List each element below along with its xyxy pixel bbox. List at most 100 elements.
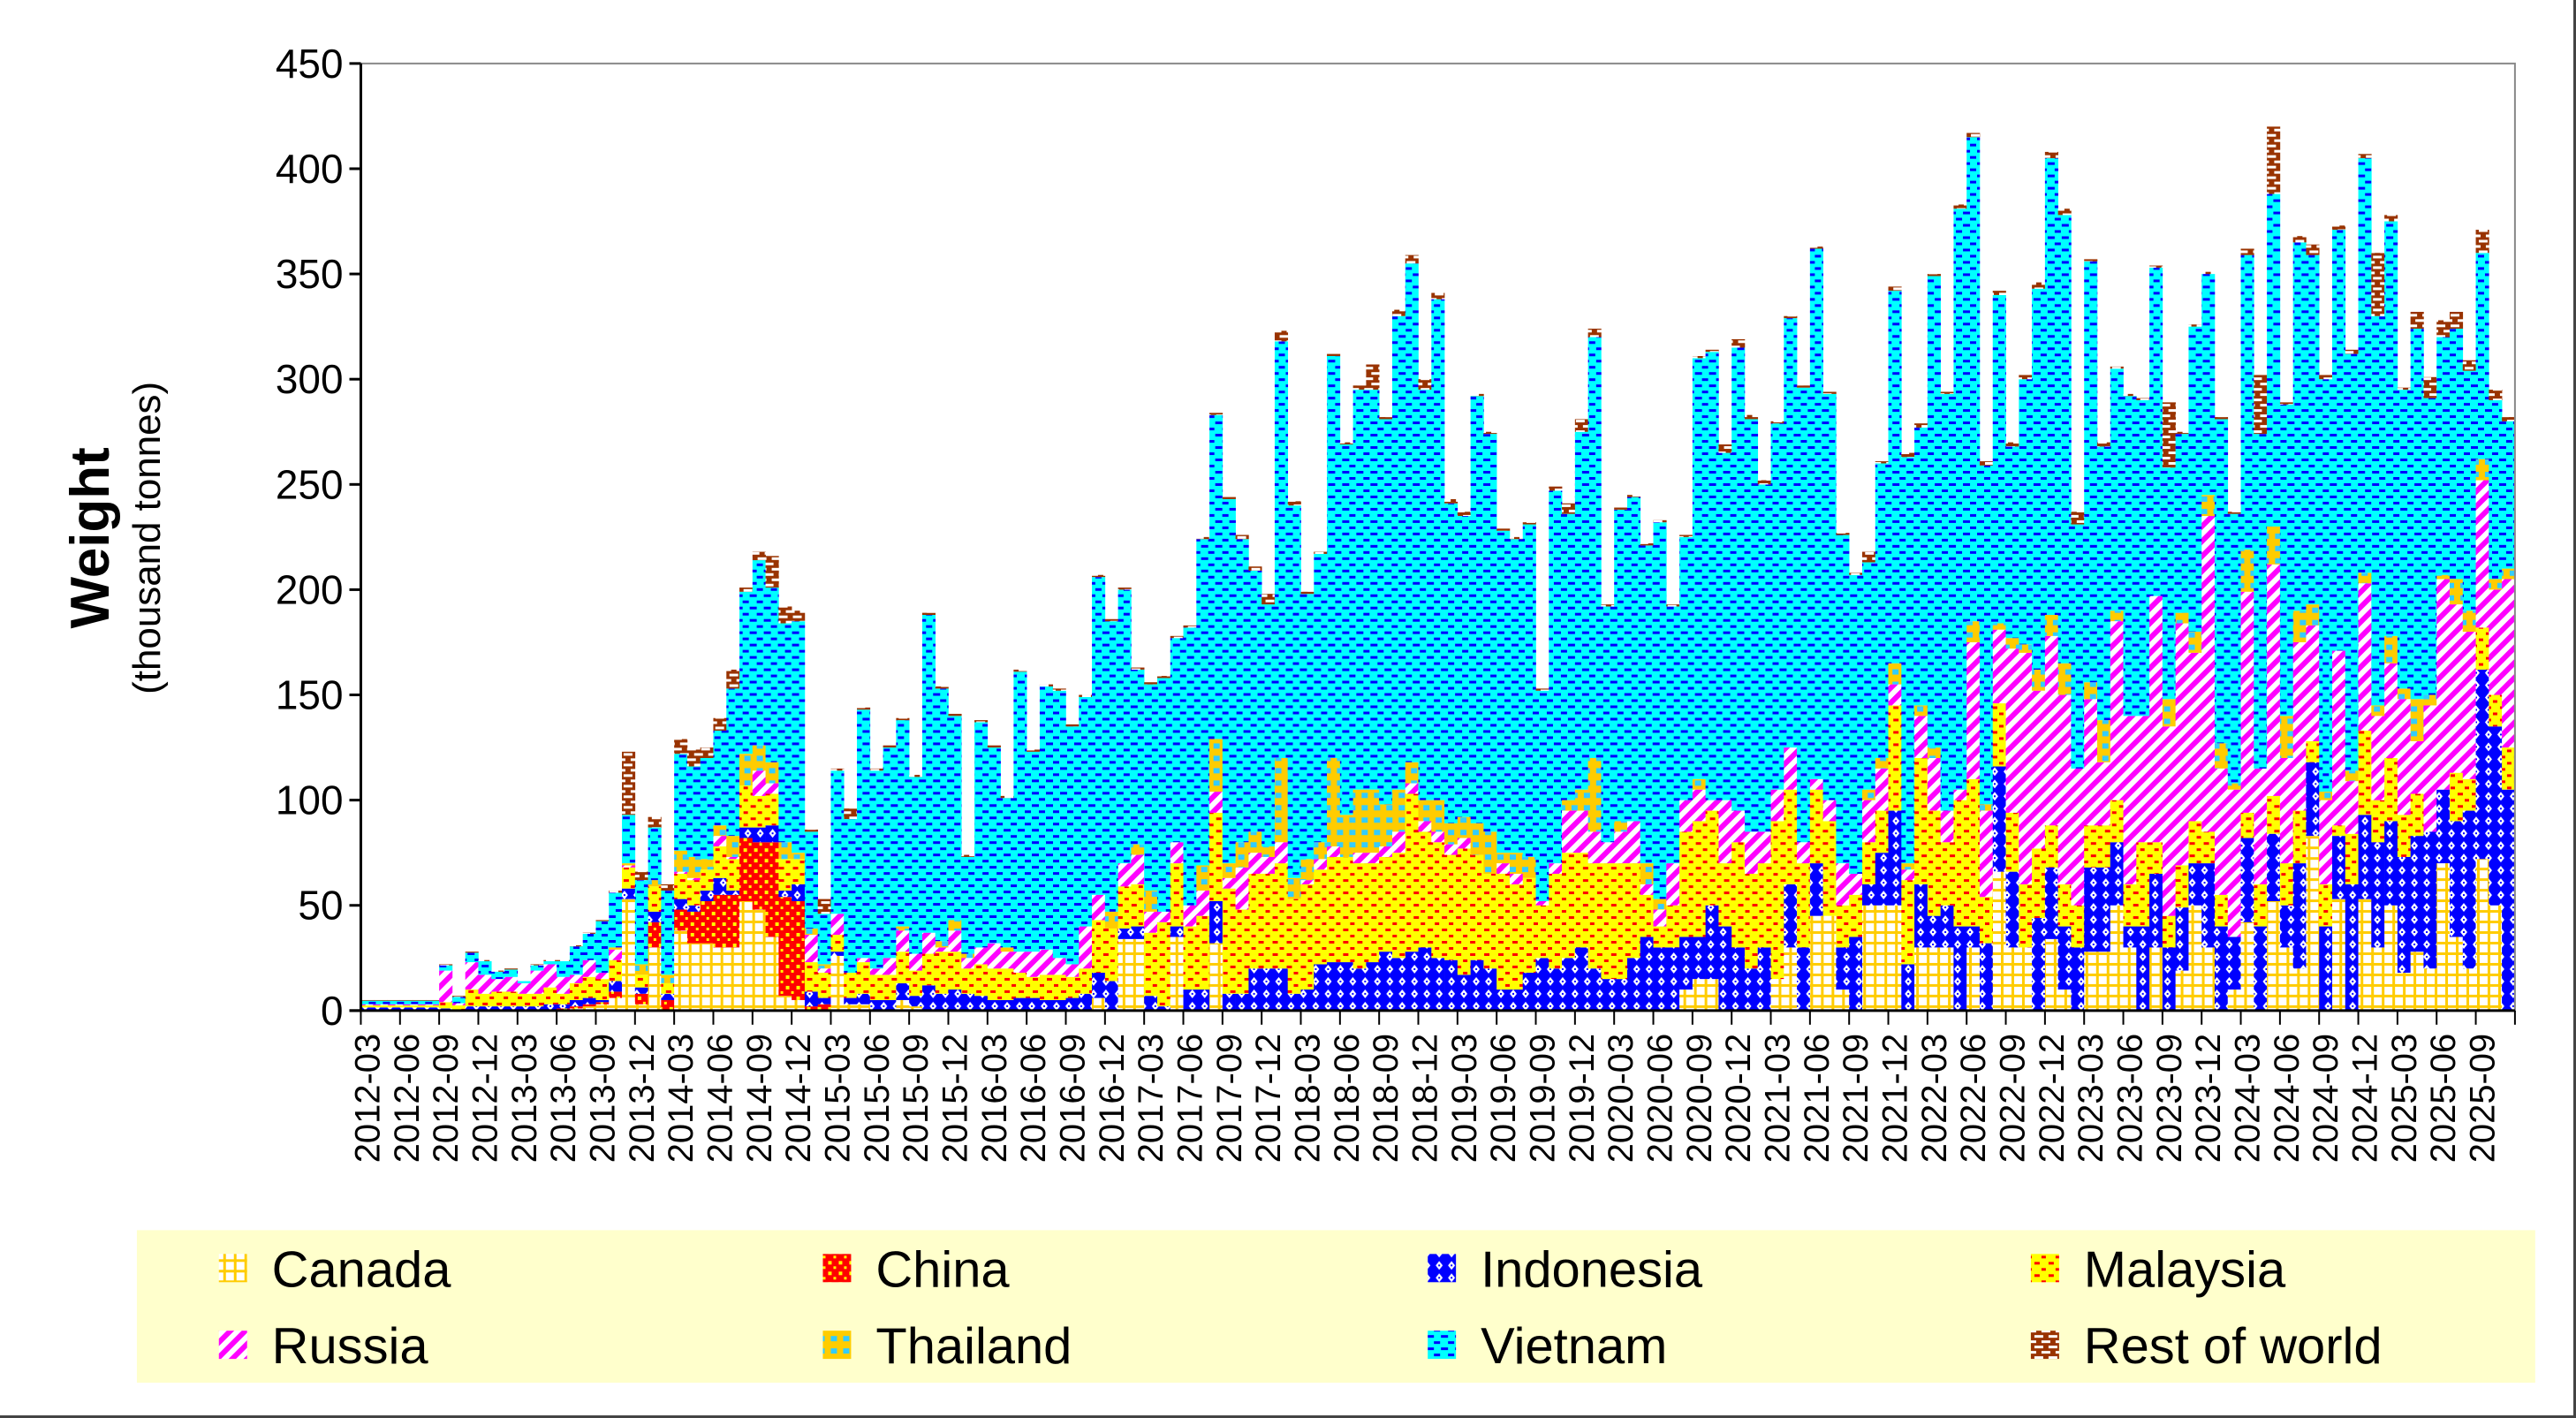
bar-malaysia-2018-02 <box>1287 899 1301 994</box>
bar-canada-2021-12 <box>1888 905 1902 1011</box>
bar-rest-of-world-2023-09 <box>2162 402 2176 468</box>
bar-malaysia-2012-03 <box>360 1005 375 1008</box>
bar-canada-2022-10 <box>2019 947 2033 1011</box>
bar-canada-2020-08 <box>1679 990 1693 1011</box>
bar-thailand-2017-09 <box>1222 863 1236 878</box>
bar-canada-2014-03 <box>674 930 688 1011</box>
bar-rest-of-world-2022-03 <box>1927 274 1941 277</box>
bar-vietnam-2015-01 <box>804 831 819 929</box>
bar-russia-2015-09 <box>909 953 923 971</box>
bar-russia-2016-11 <box>1092 894 1106 921</box>
bar-russia-2020-05 <box>1640 883 1654 895</box>
y-tick-label: 400 <box>276 146 344 192</box>
bar-malaysia-2019-09 <box>1535 905 1549 959</box>
bar-thailand-2015-08 <box>896 926 910 931</box>
bar-russia-2024-07 <box>2292 641 2307 811</box>
bar-malaysia-2021-01 <box>1744 874 1759 969</box>
bar-vietnam-2016-10 <box>1079 696 1093 927</box>
bar-canada-2024-06 <box>2279 947 2293 1011</box>
bar-malaysia-2018-08 <box>1366 863 1380 963</box>
bar-rest-of-world-2016-01 <box>961 854 975 857</box>
bar-rest-of-world-2022-04 <box>1940 391 1954 394</box>
bar-malaysia-2019-04 <box>1470 854 1484 960</box>
bar-thailand-2015-11 <box>935 941 949 948</box>
bar-indonesia-2023-06 <box>2123 926 2137 948</box>
bar-rest-of-world-2023-02 <box>2071 512 2085 525</box>
bar-indonesia-2021-01 <box>1744 968 1759 1011</box>
legend-item-rest-of-world: Rest of world <box>2030 1318 2383 1375</box>
bar-vietnam-2020-10 <box>1705 352 1719 800</box>
y-tick-label: 200 <box>276 566 344 612</box>
y-tick-label: 0 <box>321 988 344 1034</box>
bar-thailand-2025-09 <box>2475 459 2489 481</box>
bar-indonesia-2018-07 <box>1352 968 1367 1011</box>
legend-label: Rest of world <box>2084 1318 2383 1375</box>
bar-indonesia-2016-06 <box>1027 997 1041 1011</box>
bar-indonesia-2024-01 <box>2214 926 2229 1011</box>
bar-thailand-2021-12 <box>1888 663 1902 685</box>
bar-indonesia-2017-12 <box>1261 968 1276 1011</box>
bar-canada-2024-12 <box>2358 899 2372 1011</box>
bar-canada-2017-08 <box>1209 943 1224 1011</box>
legend-label: Russia <box>272 1318 429 1375</box>
bar-indonesia-2023-05 <box>2110 842 2124 906</box>
bar-thailand-2021-10 <box>1861 789 1876 800</box>
bar-vietnam-2012-11 <box>465 952 479 963</box>
bar-malaysia-2015-05 <box>857 962 871 994</box>
bar-malaysia-2015-10 <box>921 953 936 986</box>
bar-rest-of-world-2013-05 <box>543 959 557 961</box>
bar-thailand-2018-05 <box>1327 757 1341 847</box>
bar-indonesia-2024-12 <box>2358 815 2372 899</box>
bar-malaysia-2012-12 <box>478 993 492 1007</box>
bar-malaysia-2022-08 <box>1992 703 2006 767</box>
bar-rest-of-world-2020-09 <box>1692 355 1706 359</box>
bar-indonesia-2015-11 <box>935 993 949 1011</box>
bar-vietnam-2018-07 <box>1352 390 1367 790</box>
bar-indonesia-2012-08 <box>426 1007 440 1010</box>
bar-indonesia-2019-11 <box>1562 958 1576 1011</box>
bar-malaysia-2020-05 <box>1640 894 1654 937</box>
bar-indonesia-2016-12 <box>1104 981 1118 1011</box>
legend-swatch <box>218 1331 247 1360</box>
bar-russia-2022-02 <box>1914 716 1928 758</box>
bar-rest-of-world-2015-08 <box>896 717 910 721</box>
bar-thailand-2024-06 <box>2279 716 2293 758</box>
bar-russia-2023-02 <box>2071 768 2085 906</box>
bar-indonesia-2019-06 <box>1496 990 1511 1011</box>
bar-canada-2025-05 <box>2423 968 2437 1011</box>
bar-indonesia-2020-04 <box>1626 958 1641 1011</box>
bar-canada-2023-08 <box>2149 947 2163 1011</box>
bar-canada-2023-01 <box>2057 990 2072 1011</box>
bar-thailand-2014-04 <box>686 856 701 878</box>
bar-thailand-2017-02 <box>1131 844 1145 855</box>
bar-vietnam-2013-05 <box>543 960 557 965</box>
bar-rest-of-world-2013-09 <box>595 920 610 921</box>
bar-rest-of-world-2019-10 <box>1549 486 1563 491</box>
bar-vietnam-2021-10 <box>1861 562 1876 790</box>
bar-rest-of-world-2024-05 <box>2267 126 2281 194</box>
bar-russia-2025-01 <box>2371 716 2385 800</box>
bar-malaysia-2019-10 <box>1549 874 1563 969</box>
bar-indonesia-2015-10 <box>921 985 936 1011</box>
bar-vietnam-2021-07 <box>1822 393 1837 800</box>
bar-vietnam-2017-10 <box>1235 539 1249 843</box>
bar-rest-of-world-2023-06 <box>2123 393 2137 397</box>
bar-indonesia-2016-11 <box>1092 972 1106 998</box>
bar-russia-2017-07 <box>1196 891 1210 916</box>
bar-vietnam-2024-11 <box>2345 353 2359 771</box>
bar-indonesia-2018-02 <box>1287 993 1301 1011</box>
x-tick-label: 2019-09 <box>1523 1034 1562 1163</box>
bar-indonesia-2018-10 <box>1391 958 1406 1011</box>
bar-malaysia-2023-04 <box>2096 825 2111 868</box>
bar-thailand-2020-03 <box>1614 821 1628 832</box>
bar-rest-of-world-2023-03 <box>2084 259 2098 262</box>
bar-rest-of-world-2014-04 <box>686 749 701 767</box>
bar-malaysia-2014-11 <box>778 859 792 891</box>
bar-rest-of-world-2021-01 <box>1744 414 1759 420</box>
bar-vietnam-2025-06 <box>2436 337 2451 575</box>
bar-vietnam-2014-01 <box>648 827 662 881</box>
bar-russia-2025-09 <box>2475 480 2489 628</box>
bar-thailand-2014-01 <box>648 880 662 887</box>
bar-rest-of-world-2021-09 <box>1849 573 1863 575</box>
